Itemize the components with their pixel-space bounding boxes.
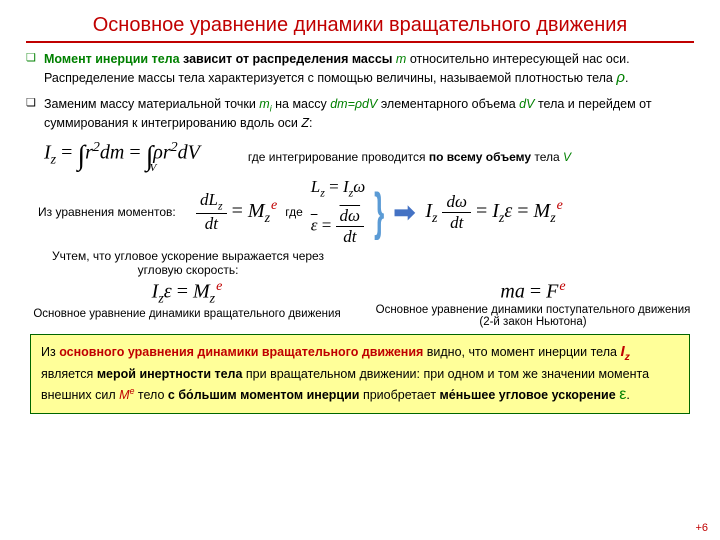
bullet-2: ❏ Заменим массу материальной точки mi на… <box>26 96 694 132</box>
title-divider <box>26 41 694 43</box>
b1-dot: . <box>625 71 628 85</box>
bullet-1: ❏ Момент инерции тела зависит от распред… <box>26 51 694 88</box>
eq-eps: ε = dωdt <box>311 206 364 247</box>
b2-colon: : <box>309 116 312 130</box>
eq-main: Iz dωdt = Izε = Mze <box>425 192 563 233</box>
b1-prefix: Момент инерции тела <box>44 52 180 66</box>
b1-rho: ρ <box>616 69 625 86</box>
label-angular: Учтем, что угловое ускорение выражается … <box>38 249 338 277</box>
highlight-box: Из основного уравнения динамики вращател… <box>30 334 690 414</box>
bracket-icon: } <box>374 199 384 225</box>
moments-row: Из уравнения моментов: dLzdt = Mze где L… <box>38 177 694 247</box>
b2-t2: на массу <box>272 97 331 111</box>
b1-mid: зависит от распределения массы <box>180 52 396 66</box>
bullet-marker-2: ❏ <box>26 96 44 132</box>
eq-stack: Lz = Izω ε = dωdt <box>311 177 366 247</box>
where-label: где <box>285 205 303 219</box>
equation-row-1: Iz = ∫r2dm = ∫Vρr2dV где интегрирование … <box>44 140 694 173</box>
b2-mi: mi <box>259 97 271 111</box>
eq-lz: Lz = Izω <box>311 177 366 200</box>
cap-right: Основное уравнение динамики поступательн… <box>372 304 694 328</box>
arrow-icon: ➡ <box>394 197 416 228</box>
eq-main-stack: Iz dωdt = Izε = Mze <box>425 192 563 233</box>
eq-dl-dt: dLzdt = Mze <box>196 190 277 234</box>
cap-left: Основное уравнение динамики вращательног… <box>26 308 348 320</box>
eq-integral: Iz = ∫r2dm = ∫Vρr2dV <box>44 140 200 173</box>
b2-t3: элементарного объема <box>377 97 519 111</box>
eq-rot: Izε = Mze <box>26 279 348 308</box>
eq-newton: ma = Fe <box>372 279 694 304</box>
page-title: Основное уравнение динамики вращательног… <box>26 14 694 37</box>
note-volume: где интегрирование проводится по всему о… <box>248 150 571 164</box>
b1-m: m <box>396 52 406 66</box>
label-moments: Из уравнения моментов: <box>38 205 188 219</box>
b2-dv: dV <box>519 97 534 111</box>
page-number: +6 <box>695 522 708 534</box>
bullet-marker-1: ❏ <box>26 51 44 88</box>
b2-z: Z <box>301 116 309 130</box>
b2-t1: Заменим массу материальной точки <box>44 97 259 111</box>
b2-dm: dm=ρdV <box>330 97 377 111</box>
